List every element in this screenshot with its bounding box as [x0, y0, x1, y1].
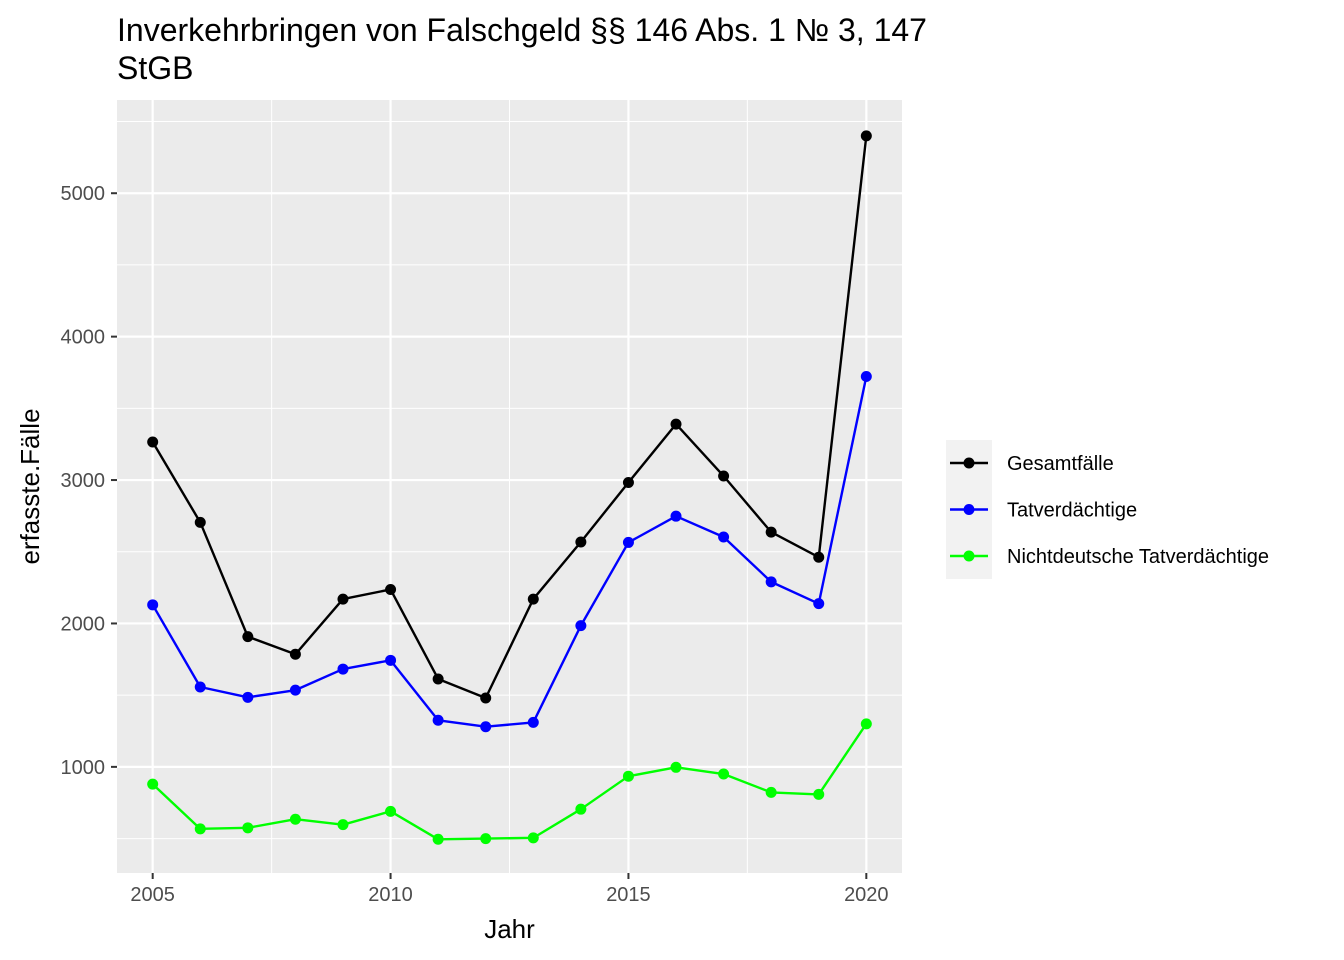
data-point [289, 813, 301, 825]
x-tick-label: 2010 [368, 884, 413, 906]
series-layer [147, 130, 872, 845]
data-point [527, 593, 539, 605]
grid-lines [117, 100, 902, 873]
data-point [718, 470, 730, 482]
data-point [670, 761, 682, 773]
axes: 2005 2010 2015 2020 1000 2000 3000 4000 5000 [61, 183, 889, 906]
data-point [432, 833, 444, 845]
data-point [622, 476, 634, 488]
data-point [670, 510, 682, 522]
data-point [337, 819, 349, 831]
data-point [480, 833, 492, 845]
data-point [527, 832, 539, 844]
data-point [242, 631, 254, 643]
series-3 [147, 718, 872, 845]
y-axis-title: erfasste.Fälle [15, 408, 45, 564]
series-1 [147, 130, 872, 704]
data-point [147, 599, 159, 611]
data-point [575, 536, 587, 548]
data-point [147, 778, 159, 790]
legend-item: Gesamtfälle [950, 453, 1114, 475]
data-point [385, 805, 397, 817]
data-point [289, 648, 301, 660]
data-point [480, 692, 492, 704]
x-axis-title: Jahr [484, 914, 535, 944]
data-point [575, 620, 587, 632]
chart-title-line-2: StGB [117, 50, 193, 86]
legend: Gesamtfälle Tatverdächtige Nichtdeutsche T… [946, 440, 1269, 579]
legend-key-point [963, 504, 975, 515]
data-point [194, 516, 206, 528]
data-point [527, 716, 539, 728]
x-tick-label: 2020 [844, 884, 889, 906]
data-point [194, 681, 206, 693]
legend-key-point [963, 550, 975, 562]
data-point [242, 691, 254, 703]
data-point [385, 654, 397, 666]
x-tick-label: 2005 [130, 884, 175, 906]
y-tick-label: 2000 [61, 613, 106, 635]
data-point [622, 770, 634, 782]
data-point [670, 418, 682, 430]
data-point [813, 551, 825, 563]
y-tick-label: 3000 [61, 470, 106, 492]
series-line [151, 135, 868, 700]
data-point [147, 436, 159, 448]
y-tick-label: 4000 [61, 327, 106, 349]
data-point [860, 718, 872, 730]
legend-item: Nichtdeutsche Tatverdächtige [950, 546, 1269, 568]
data-point [337, 593, 349, 605]
data-point [860, 371, 872, 383]
data-point [765, 576, 777, 588]
legend-label: Tatverdächtige [1007, 500, 1137, 522]
legend-key-point [963, 457, 975, 469]
data-point [289, 684, 301, 696]
data-point [813, 788, 825, 800]
legend-label: Nichtdeutsche Tatverdächtige [1007, 546, 1269, 568]
data-point [480, 721, 492, 733]
data-point [242, 822, 254, 834]
data-point [575, 803, 587, 815]
data-point [813, 598, 825, 610]
data-point [718, 768, 730, 780]
data-point [337, 663, 349, 675]
chart-title-line-1: Inverkehrbringen von Falschgeld §§ 146 A… [117, 12, 927, 48]
data-point [765, 786, 777, 798]
x-tick-label: 2015 [606, 884, 651, 906]
legend-item: Tatverdächtige [950, 500, 1137, 522]
series-line [151, 376, 868, 728]
data-point [622, 536, 634, 548]
data-point [385, 583, 397, 595]
data-point [194, 823, 206, 835]
data-point [718, 531, 730, 543]
y-tick-label: 5000 [61, 183, 106, 205]
series-line [151, 723, 868, 841]
series-2 [147, 371, 872, 733]
y-tick-label: 1000 [61, 757, 106, 779]
data-point [432, 714, 444, 726]
data-point [432, 673, 444, 685]
data-point [860, 130, 872, 142]
data-point [765, 526, 777, 538]
legend-label: Gesamtfälle [1007, 453, 1114, 475]
